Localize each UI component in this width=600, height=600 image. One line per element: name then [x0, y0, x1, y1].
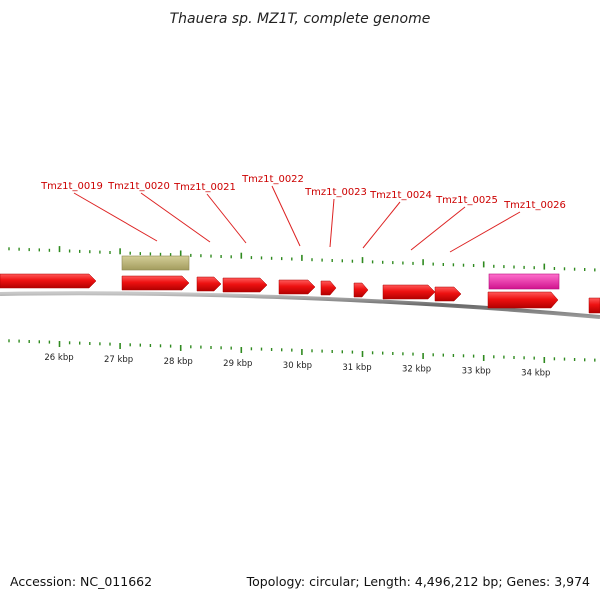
kbp-label: 32 kbp	[402, 365, 431, 375]
gene-label-group[interactable]: Tmz1t_0022	[241, 174, 304, 247]
gene-leader-line	[271, 185, 301, 247]
map-title: Thauera sp. MZ1T, complete genome	[170, 11, 431, 27]
gene-arrow-tmz1t-0018[interactable]	[0, 273, 97, 289]
gene-leader-line	[329, 198, 335, 248]
genome-backbone	[0, 291, 600, 319]
kbp-label: 28 kbp	[164, 357, 193, 367]
kbp-label: 34 kbp	[521, 369, 550, 379]
gene-label-group[interactable]: Tmz1t_0026	[449, 200, 566, 253]
gene-label[interactable]: Tmz1t_0020	[107, 181, 170, 192]
gene-label[interactable]: Tmz1t_0024	[369, 190, 432, 201]
gene-arrow-tmz1t-0023[interactable]	[320, 280, 337, 296]
gene-label-group[interactable]: Tmz1t_0021	[173, 182, 247, 244]
gene-leader-line	[362, 201, 401, 249]
outer-tick-track	[8, 246, 596, 272]
gene-label[interactable]: Tmz1t_0023	[304, 187, 367, 198]
gene-leader-line	[73, 192, 158, 242]
rna-feature-olive[interactable]	[121, 255, 190, 271]
rna-feature-magenta[interactable]	[488, 273, 560, 290]
kbp-label: 26 kbp	[44, 353, 73, 363]
gene-leader-line	[206, 193, 247, 244]
gene-arrow-tmz1t-0027[interactable]	[487, 291, 559, 309]
gene-label[interactable]: Tmz1t_0019	[40, 181, 103, 192]
accession-text: Accession: NC_011662	[10, 574, 152, 589]
feature-track	[0, 255, 600, 314]
kbp-label: 30 kbp	[283, 361, 312, 371]
gene-label-group[interactable]: Tmz1t_0019	[40, 181, 158, 242]
gene-arrow-tmz1t-0024[interactable]	[353, 282, 369, 298]
gene-arrow-tmz1t-0026[interactable]	[434, 286, 462, 302]
gene-leader-line	[410, 206, 466, 251]
gene-leader-line	[449, 211, 521, 253]
gene-arrow-tmz1t-0020[interactable]	[196, 276, 222, 292]
kbp-label: 29 kbp	[223, 359, 252, 369]
gene-label-group[interactable]: Tmz1t_0020	[107, 181, 211, 243]
kbp-label: 27 kbp	[104, 355, 133, 365]
kbp-label: 31 kbp	[342, 363, 371, 373]
gene-label[interactable]: Tmz1t_0021	[173, 182, 236, 193]
gene-label-layer: Tmz1t_0019 Tmz1t_0020 Tmz1t_0021 Tmz1t_0022…	[40, 174, 566, 253]
gene-arrow-tmz1t-0022[interactable]	[278, 279, 316, 295]
gene-label-group[interactable]: Tmz1t_0023	[304, 187, 367, 248]
inner-tick-track	[8, 339, 596, 363]
kbp-label: 33 kbp	[462, 367, 491, 377]
gene-arrow-tmz1t-0021[interactable]	[222, 277, 268, 293]
genome-summary-text: Topology: circular; Length: 4,496,212 bp…	[246, 574, 590, 589]
gene-arrow-tmz1t-0025[interactable]	[382, 284, 436, 300]
gene-label[interactable]: Tmz1t_0022	[241, 174, 304, 185]
gene-label[interactable]: Tmz1t_0026	[503, 200, 566, 211]
gene-arrow-tmz1t-0019[interactable]	[121, 275, 190, 291]
gene-label[interactable]: Tmz1t_0025	[435, 195, 498, 206]
gene-arrow-tmz1t-0028[interactable]	[588, 297, 600, 314]
gene-label-group[interactable]: Tmz1t_0025	[410, 195, 498, 251]
gene-label-group[interactable]: Tmz1t_0024	[362, 190, 432, 249]
gene-leader-line	[140, 192, 211, 243]
kbp-scale: 26 kbp 27 kbp 28 kbp 29 kbp 30 kbp 31 kbp 32 k…	[44, 353, 550, 379]
